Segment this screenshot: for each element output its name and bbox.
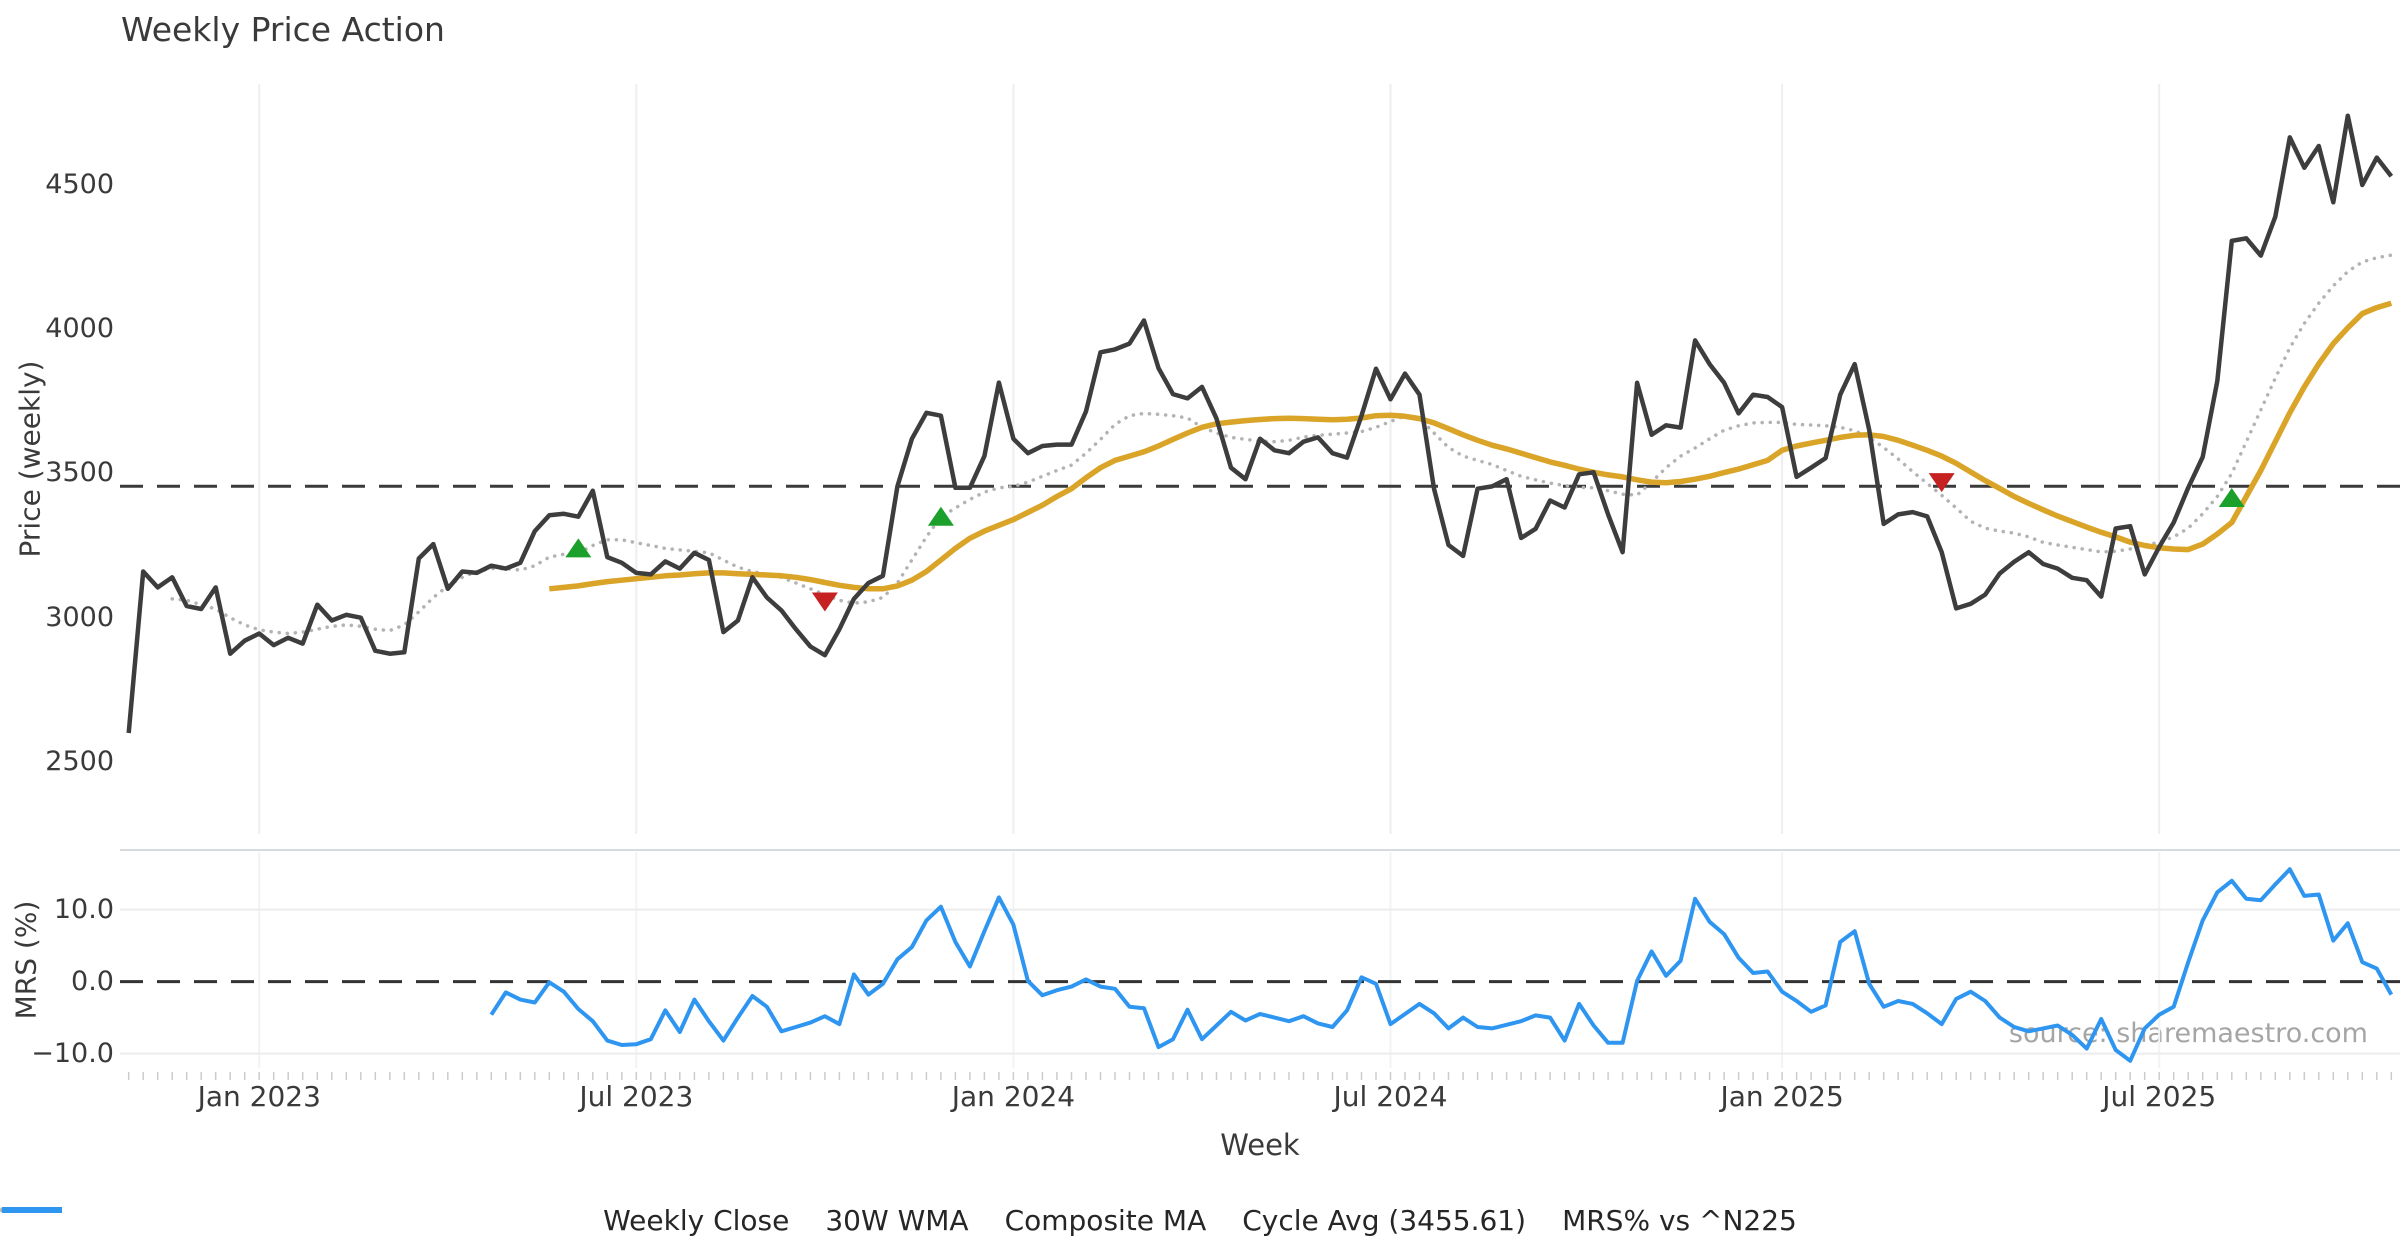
price-y-tick-label: 2500 [45, 745, 114, 777]
price-y-tick-label: 3000 [45, 601, 114, 633]
legend-label: MRS% vs ^N225 [1562, 1204, 1797, 1237]
x-tick-label: Jul 2025 [2102, 1080, 2217, 1113]
x-tick-label: Jan 2023 [197, 1080, 321, 1113]
mrs-vs-n225-line-swatch-icon [2, 1207, 62, 1213]
legend-item-composite-ma: Composite MA [0, 1204, 1207, 1237]
x-tick-label: Jul 2023 [579, 1080, 694, 1113]
legend-item-mrs-vs-n225: MRS% vs ^N225 [2, 1204, 1797, 1237]
x-tick-label: Jan 2025 [1720, 1080, 1844, 1113]
legend-item-30w-wma: 30W WMA [2, 1204, 969, 1237]
legend-label: 30W WMA [825, 1204, 969, 1237]
price-y-tick-label: 3500 [45, 457, 114, 489]
mrs-y-tick-label: −10.0 [31, 1037, 114, 1069]
mrs-y-tick-label: 10.0 [53, 893, 114, 925]
chart-title: Weekly Price Action [121, 10, 445, 49]
price-y-tick-label: 4000 [45, 313, 114, 345]
legend-label: Weekly Close [603, 1204, 790, 1237]
legend-item-cycle-avg-3455-61: Cycle Avg (3455.61) [2, 1204, 1527, 1237]
legend-item-weekly-close: Weekly Close [2, 1204, 790, 1237]
x-tick-label: Jan 2024 [951, 1080, 1076, 1113]
legend: Weekly Close 30W WMA Composite MA Cycle Avg… [0, 1204, 2400, 1237]
legend-label: Cycle Avg (3455.61) [1242, 1204, 1527, 1237]
price-y-tick-label: 4500 [45, 168, 114, 200]
legend-label: Composite MA [1004, 1204, 1207, 1237]
x-tick-label: Jul 2024 [1333, 1080, 1448, 1113]
mrs-y-tick-label: 0.0 [71, 965, 114, 997]
x-axis-label: Week [1220, 1128, 1300, 1162]
